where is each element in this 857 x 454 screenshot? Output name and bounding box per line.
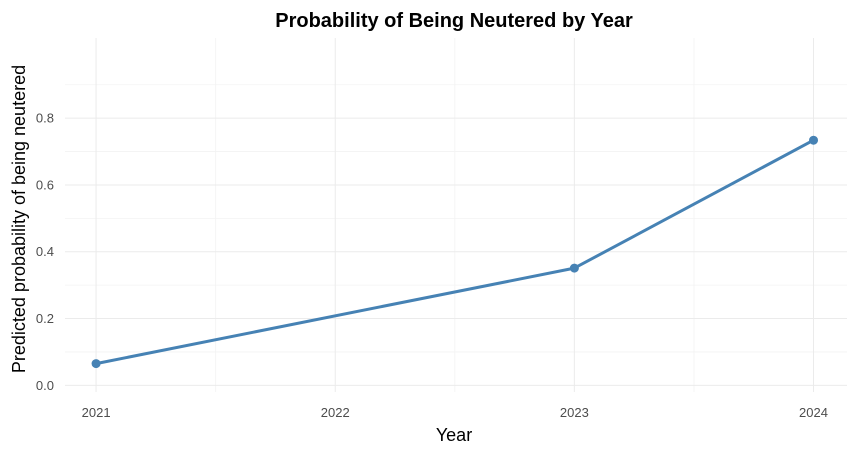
x-tick-label: 2022 <box>321 405 350 420</box>
x-tick-label: 2021 <box>82 405 111 420</box>
series-layer <box>91 135 819 369</box>
data-point <box>569 263 579 273</box>
y-tick-labels: 0.0 0.2 0.4 0.6 0.8 <box>36 111 54 393</box>
major-gridlines <box>65 38 847 392</box>
x-tick-labels: 2021 2022 2023 2024 <box>82 405 828 420</box>
y-tick-label: 0.0 <box>36 378 54 393</box>
data-point <box>91 359 101 369</box>
y-tick-label: 0.6 <box>36 177 54 192</box>
y-axis-title: Predicted probability of being neutered <box>9 65 29 373</box>
x-tick-label: 2023 <box>560 405 589 420</box>
y-tick-label: 0.8 <box>36 111 54 126</box>
x-tick-label: 2024 <box>799 405 828 420</box>
chart-title: Probability of Being Neutered by Year <box>275 10 633 32</box>
minor-gridlines <box>65 38 847 392</box>
y-tick-label: 0.4 <box>36 244 54 259</box>
data-point <box>809 135 819 145</box>
x-axis-title: Year <box>436 425 472 445</box>
y-tick-label: 0.2 <box>36 311 54 326</box>
